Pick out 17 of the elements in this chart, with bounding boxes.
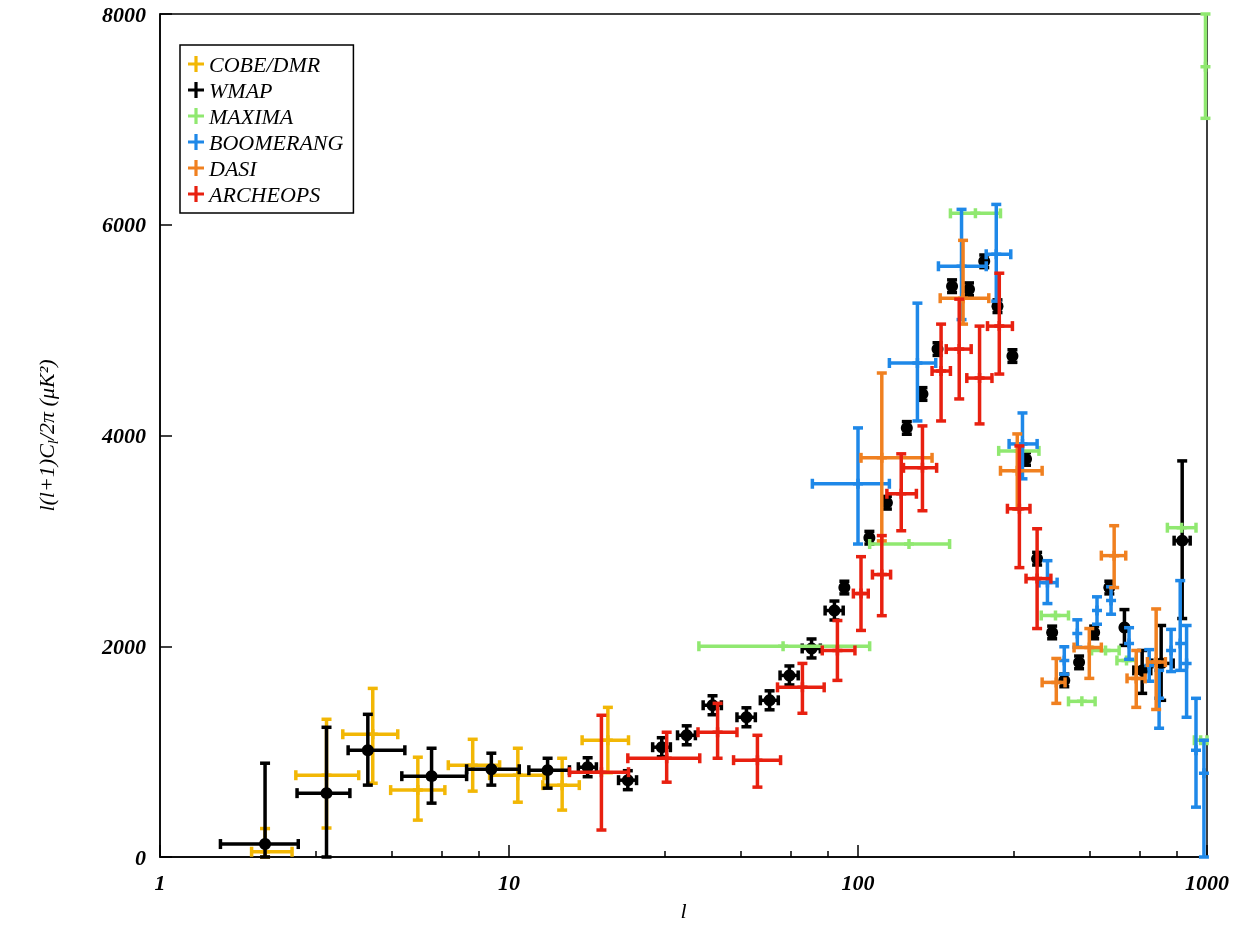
legend-label: MAXIMA	[208, 103, 294, 129]
y-tick-label: 4000	[101, 423, 146, 448]
x-tick-label: 1	[154, 869, 166, 895]
legend-label: ARCHEOPS	[207, 181, 321, 207]
y-tick-label: 0	[135, 844, 146, 870]
legend-label: COBE/DMR	[209, 51, 321, 77]
x-axis-title: l	[680, 897, 687, 923]
x-tick-label: 10	[498, 869, 520, 895]
y-tick-label: 6000	[102, 212, 146, 238]
legend-label: WMAP	[209, 77, 273, 103]
legend-label: BOOMERANG	[209, 129, 344, 155]
y-tick-label: 2000	[101, 633, 146, 659]
y-tick-label: 8000	[102, 1, 146, 27]
y-axis-title: l(l+1)Cl/2π (μK²)	[34, 359, 61, 512]
x-tick-label: 1000	[1185, 869, 1229, 895]
x-tick-label: 100	[841, 869, 875, 895]
legend-label: DASI	[208, 155, 259, 181]
